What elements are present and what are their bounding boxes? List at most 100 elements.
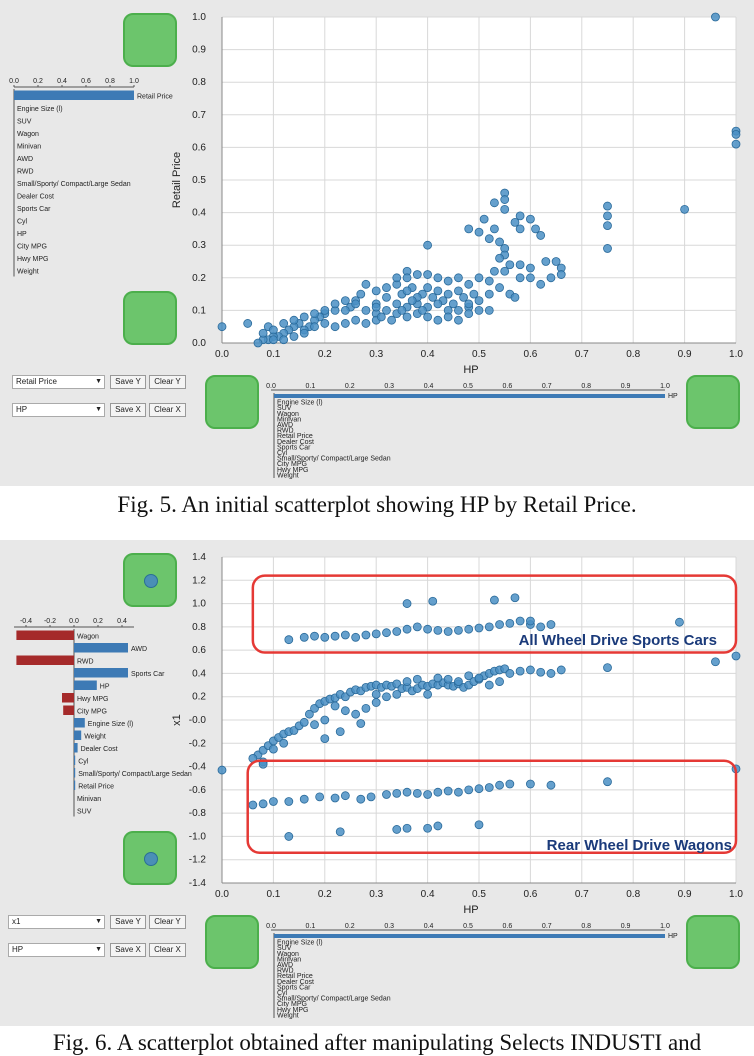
fig5-data-point[interactable]: [474, 227, 484, 237]
fig6-data-point[interactable]: [525, 616, 535, 626]
fig6-data-point[interactable]: [412, 622, 422, 632]
fig6-weight-bar[interactable]: [74, 768, 76, 778]
fig6-data-point[interactable]: [515, 666, 525, 676]
fig6-data-point[interactable]: [505, 669, 515, 678]
fig6-data-point[interactable]: [269, 744, 278, 754]
fig6-data-point[interactable]: [731, 651, 741, 661]
fig6-weight-label[interactable]: Sports Car: [131, 671, 165, 678]
fig6-data-point[interactable]: [536, 667, 546, 677]
fig6-x-weight-label[interactable]: Wagon: [277, 951, 299, 958]
save-x-button[interactable]: Save X: [110, 403, 146, 417]
fig5-data-point[interactable]: [464, 279, 474, 289]
fig6-data-point[interactable]: [284, 797, 294, 806]
fig5-weight-label[interactable]: SUV: [17, 119, 32, 126]
fig5-data-point[interactable]: [433, 299, 443, 309]
fig6-data-point[interactable]: [546, 780, 556, 790]
fig6-data-point[interactable]: [392, 627, 402, 636]
fig6-data-point[interactable]: [464, 785, 474, 795]
fig6-weight-bar[interactable]: [63, 705, 74, 716]
fig6-data-point[interactable]: [315, 792, 325, 802]
fig6-data-point[interactable]: [320, 734, 330, 744]
fig5-data-point[interactable]: [464, 299, 474, 309]
fig6-data-point[interactable]: [335, 727, 345, 737]
fig6-weight-label[interactable]: Cyl: [78, 759, 89, 766]
fig5-x-weight-label[interactable]: Dealer Cost: [277, 439, 314, 446]
fig6-y-drop-target[interactable]: [123, 553, 177, 607]
fig6-weight-bar[interactable]: [74, 718, 85, 728]
fig5-data-point[interactable]: [495, 283, 504, 292]
fig5-data-point[interactable]: [340, 296, 350, 306]
fig6-data-point[interactable]: [284, 832, 294, 841]
fig5-weight-label[interactable]: Wagon: [17, 131, 39, 138]
fig6-x-weight-label[interactable]: Small/Sporty/ Compact/Large Sedan: [277, 996, 391, 1003]
fig5-weight-label[interactable]: Dealer Cost: [17, 194, 54, 201]
fig6-data-point[interactable]: [490, 595, 499, 605]
fig5-data-point[interactable]: [423, 312, 433, 322]
fig6-weight-bar[interactable]: [74, 668, 128, 678]
fig5-data-point[interactable]: [500, 266, 510, 276]
fig5-data-point[interactable]: [680, 204, 689, 214]
fig6-data-point[interactable]: [392, 689, 402, 699]
fig6-data-point[interactable]: [356, 719, 366, 728]
fig6-data-point[interactable]: [361, 630, 371, 640]
fig6-data-point[interactable]: [320, 632, 330, 642]
fig5-data-point[interactable]: [387, 315, 397, 325]
save-y-button[interactable]: Save Y: [110, 915, 146, 929]
fig6-weight-label[interactable]: AWD: [131, 646, 147, 653]
fig6-weight-label[interactable]: Hwy MPG: [77, 696, 109, 703]
fig5-data-point[interactable]: [490, 224, 499, 234]
fig5-data-point[interactable]: [525, 214, 535, 224]
fig6-scatterplot[interactable]: 0.0 0.1 0.2 0.3 0.4 0.5 0.6 0.7 0.8 0.9 1.0 -1.4 -1.…: [170, 545, 754, 920]
fig6-data-point[interactable]: [443, 674, 453, 684]
fig6-data-point[interactable]: [402, 624, 412, 634]
fig5-x-weight-label[interactable]: Weight: [277, 472, 299, 479]
fig5-data-point[interactable]: [474, 273, 484, 283]
fig6-data-point[interactable]: [402, 787, 412, 797]
fig6-data-point[interactable]: [433, 673, 443, 683]
fig5-data-point[interactable]: [402, 286, 412, 296]
fig6-weight-bar[interactable]: [16, 655, 74, 666]
fig6-data-point[interactable]: [433, 787, 443, 797]
fig6-x-weight-label[interactable]: Weight: [277, 1012, 299, 1019]
fig6-x-drop-target-left[interactable]: [205, 915, 259, 969]
fig6-weight-label[interactable]: HP: [100, 684, 110, 691]
fig6-weight-bar[interactable]: [74, 780, 76, 791]
fig5-data-point[interactable]: [515, 273, 525, 283]
fig5-data-point[interactable]: [454, 273, 463, 283]
fig5-data-point[interactable]: [320, 319, 330, 328]
fig6-data-point[interactable]: [474, 820, 484, 830]
fig5-x-weight-label[interactable]: Sports Car: [277, 444, 311, 451]
fig6-weight-bar[interactable]: [16, 630, 74, 641]
fig5-data-point[interactable]: [412, 270, 422, 279]
fig5-data-point[interactable]: [525, 273, 535, 283]
fig6-data-point[interactable]: [484, 622, 494, 632]
fig6-data-point[interactable]: [603, 777, 612, 787]
fig6-data-point[interactable]: [371, 689, 381, 699]
fig6-x-weight-label[interactable]: Dealer Cost: [277, 979, 314, 986]
fig5-data-point[interactable]: [603, 244, 612, 253]
fig5-data-point[interactable]: [469, 289, 479, 299]
fig5-data-point[interactable]: [603, 201, 612, 211]
fig5-data-point[interactable]: [454, 315, 463, 325]
fig5-data-point[interactable]: [340, 319, 350, 328]
fig6-data-point[interactable]: [402, 599, 412, 608]
fig6-x-weight-label[interactable]: Hwy MPG: [277, 1007, 309, 1014]
fig6-data-point[interactable]: [402, 677, 412, 686]
fig5-data-point[interactable]: [500, 195, 510, 204]
fig5-data-point[interactable]: [495, 253, 504, 263]
fig5-data-point[interactable]: [479, 214, 489, 224]
fig5-data-point[interactable]: [443, 289, 453, 299]
fig5-data-point[interactable]: [525, 263, 535, 273]
fig6-x-weight-label[interactable]: City MPG: [277, 1001, 307, 1008]
fig6-data-point[interactable]: [335, 827, 345, 837]
fig6-weight-label[interactable]: City MPG: [77, 709, 107, 716]
fig6-data-point[interactable]: [546, 620, 556, 629]
fig5-data-point[interactable]: [371, 286, 381, 296]
fig5-data-point[interactable]: [423, 240, 433, 250]
fig5-data-point[interactable]: [484, 289, 494, 299]
fig6-x-weight-label[interactable]: Minivan: [277, 956, 301, 963]
fig5-data-point[interactable]: [361, 305, 371, 315]
fig6-weight-label[interactable]: Retail Price: [78, 784, 114, 791]
fig5-data-point[interactable]: [351, 299, 361, 309]
fig5-data-point[interactable]: [515, 260, 525, 270]
